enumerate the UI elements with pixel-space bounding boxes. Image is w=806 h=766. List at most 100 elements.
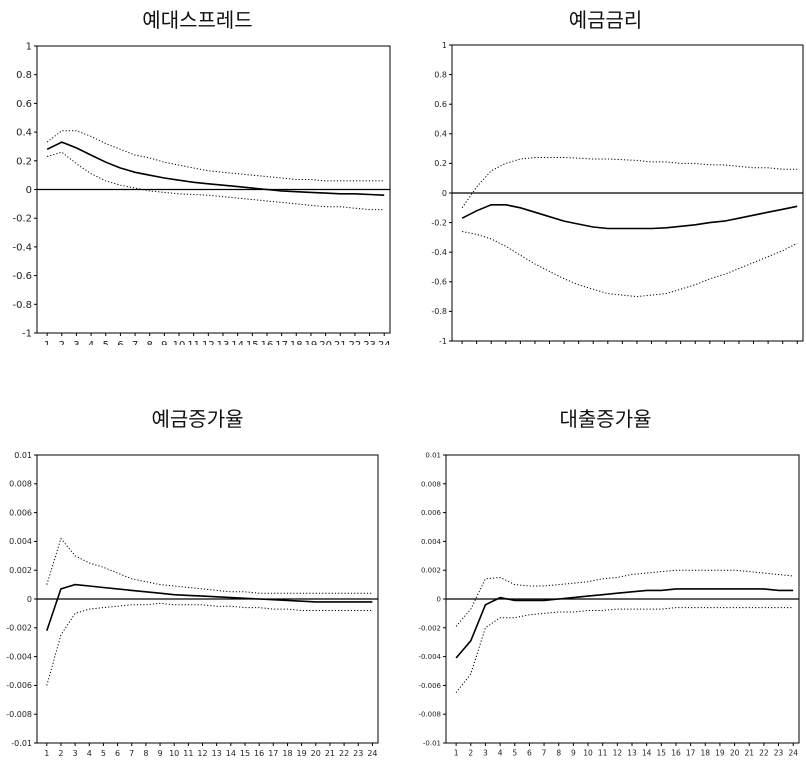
x-tick-label: 11 [183, 749, 193, 758]
x-tick-label: 10 [583, 749, 593, 758]
x-tick-label: 3 [73, 340, 79, 345]
y-tick-label: -0.8 [12, 300, 32, 311]
chart-title: 예금증가율 [151, 407, 244, 431]
y-tick-label: 0.01 [14, 451, 32, 460]
x-tick-label: 1 [44, 340, 50, 345]
y-tick-label: -0.4 [12, 242, 32, 253]
x-tick-label: 7 [542, 749, 547, 758]
chart-title: 예금금리 [568, 8, 643, 32]
y-tick-label: 0 [437, 595, 441, 603]
y-tick-label: 0.002 [421, 567, 441, 575]
y-tick-label: 0.006 [9, 508, 32, 517]
y-tick-label: 0.008 [9, 480, 32, 489]
x-tick-label: 6 [527, 749, 532, 758]
x-tick-label: 1 [44, 749, 49, 758]
series-line-estimate [455, 588, 794, 659]
y-tick-label: 0.2 [434, 159, 447, 168]
chart-title: 대출증가율 [559, 407, 652, 431]
x-tick-label: 21 [744, 749, 754, 758]
chart-loan-growth: 0.01 0.008 0.006 0.004 0.002 0 -0.002 -0.004 -0.… [418, 451, 800, 758]
chart-panel-deposit-growth: 예금증가율 0.01 0.008 0.006 0.004 0.002 0 -0.002 -0.… [0, 395, 395, 762]
x-tick-label: 22 [339, 749, 349, 758]
series-line-band [46, 602, 373, 686]
series-line-band [455, 569, 794, 627]
x-tick-label: 14 [231, 340, 244, 345]
chart-title: 예대스프레드 [142, 8, 253, 32]
x-tick-label: 2 [59, 340, 65, 345]
x-tick-label: 5 [512, 749, 517, 758]
y-tick-label: 0.8 [16, 70, 32, 81]
y-tick-label: -0.4 [431, 248, 447, 257]
y-tick-label: -0.002 [418, 624, 441, 632]
x-tick-label: 23 [353, 749, 363, 758]
y-tick-label: -0.004 [418, 653, 441, 661]
x-tick-label: 10 [173, 340, 186, 345]
y-tick-label: 0.004 [9, 537, 32, 546]
x-tick-label: 18 [290, 340, 303, 345]
chart-deposit-growth: 0.01 0.008 0.006 0.004 0.002 0 -0.002 -0.004 -0.… [6, 451, 379, 758]
y-tick-label: 0.01 [425, 451, 441, 459]
x-tick-label: 20 [319, 340, 332, 345]
series-line-band [46, 151, 385, 211]
y-tick-label: -0.004 [6, 652, 32, 661]
y-tick-label: 0.2 [16, 156, 32, 167]
series-line-estimate [46, 141, 385, 196]
y-tick-label: -0.008 [6, 710, 32, 719]
x-tick-label: 7 [132, 340, 138, 345]
x-tick-label: 22 [349, 340, 362, 345]
x-tick-label: 2 [58, 749, 63, 758]
x-tick-label: 18 [701, 749, 711, 758]
chart-panel-deposit-rate: 예금금리 10.80.60.40.20-0.2-0.4-0.6-0.8-1123… [405, 0, 806, 356]
x-tick-label: 11 [598, 749, 608, 758]
y-tick-label: -0.2 [12, 214, 32, 225]
x-tick-label: 7 [129, 749, 134, 758]
y-tick-label: -0.6 [12, 271, 32, 282]
series-line-band [46, 130, 385, 182]
x-tick-label: 24 [367, 749, 377, 758]
y-tick-label: 0.4 [16, 128, 32, 139]
x-tick-label: 17 [275, 340, 288, 345]
series-line-band [461, 157, 798, 209]
x-tick-label: 14 [226, 749, 236, 758]
x-tick-label: 12 [613, 749, 623, 758]
x-tick-label: 13 [217, 340, 230, 345]
x-tick-label: 15 [246, 340, 259, 345]
x-tick-label: 19 [715, 749, 725, 758]
y-tick-label: 0.6 [434, 100, 447, 109]
series-line-band [462, 231, 798, 298]
x-tick-label: 23 [774, 749, 784, 758]
x-tick-label: 16 [261, 340, 274, 345]
y-tick-label: -0.01 [423, 739, 441, 747]
y-tick-label: 0 [27, 595, 32, 604]
x-tick-label: 24 [378, 340, 391, 345]
chart-deposit-rate: 10.80.60.40.20-0.2-0.4-0.6-0.8-112345678… [431, 41, 804, 356]
series-line-estimate [461, 204, 798, 230]
y-tick-label: 0.4 [434, 130, 447, 139]
x-tick-label: 10 [169, 749, 179, 758]
x-tick-label: 11 [187, 340, 200, 345]
x-tick-label: 20 [730, 749, 740, 758]
y-tick-label: 0.002 [9, 566, 32, 575]
y-tick-label: 0.008 [421, 480, 441, 488]
x-tick-label: 18 [282, 749, 292, 758]
x-tick-label: 14 [642, 749, 652, 758]
x-tick-label: 20 [311, 749, 321, 758]
chart-spread: 10.80.60.40.20-0.2-0.4-0.6-0.8-112345678… [12, 42, 391, 352]
y-tick-label: -0.8 [431, 307, 447, 316]
x-tick-label: 16 [671, 749, 681, 758]
y-tick-label: 0 [26, 185, 32, 196]
y-tick-label: 0.004 [421, 538, 442, 546]
x-tick-label: 8 [147, 340, 153, 345]
x-tick-label: 21 [334, 340, 347, 345]
y-tick-label: 0.6 [16, 99, 32, 110]
x-tick-label: 4 [87, 749, 92, 758]
x-tick-label: 21 [325, 749, 335, 758]
y-tick-label: -1 [439, 337, 447, 345]
x-tick-label: 1 [454, 749, 459, 758]
x-tick-label: 4 [88, 340, 94, 345]
x-tick-label: 13 [627, 749, 637, 758]
x-tick-label: 6 [115, 749, 120, 758]
x-tick-label: 9 [571, 749, 576, 758]
y-tick-label: 1 [442, 41, 447, 50]
x-tick-label: 4 [498, 749, 503, 758]
